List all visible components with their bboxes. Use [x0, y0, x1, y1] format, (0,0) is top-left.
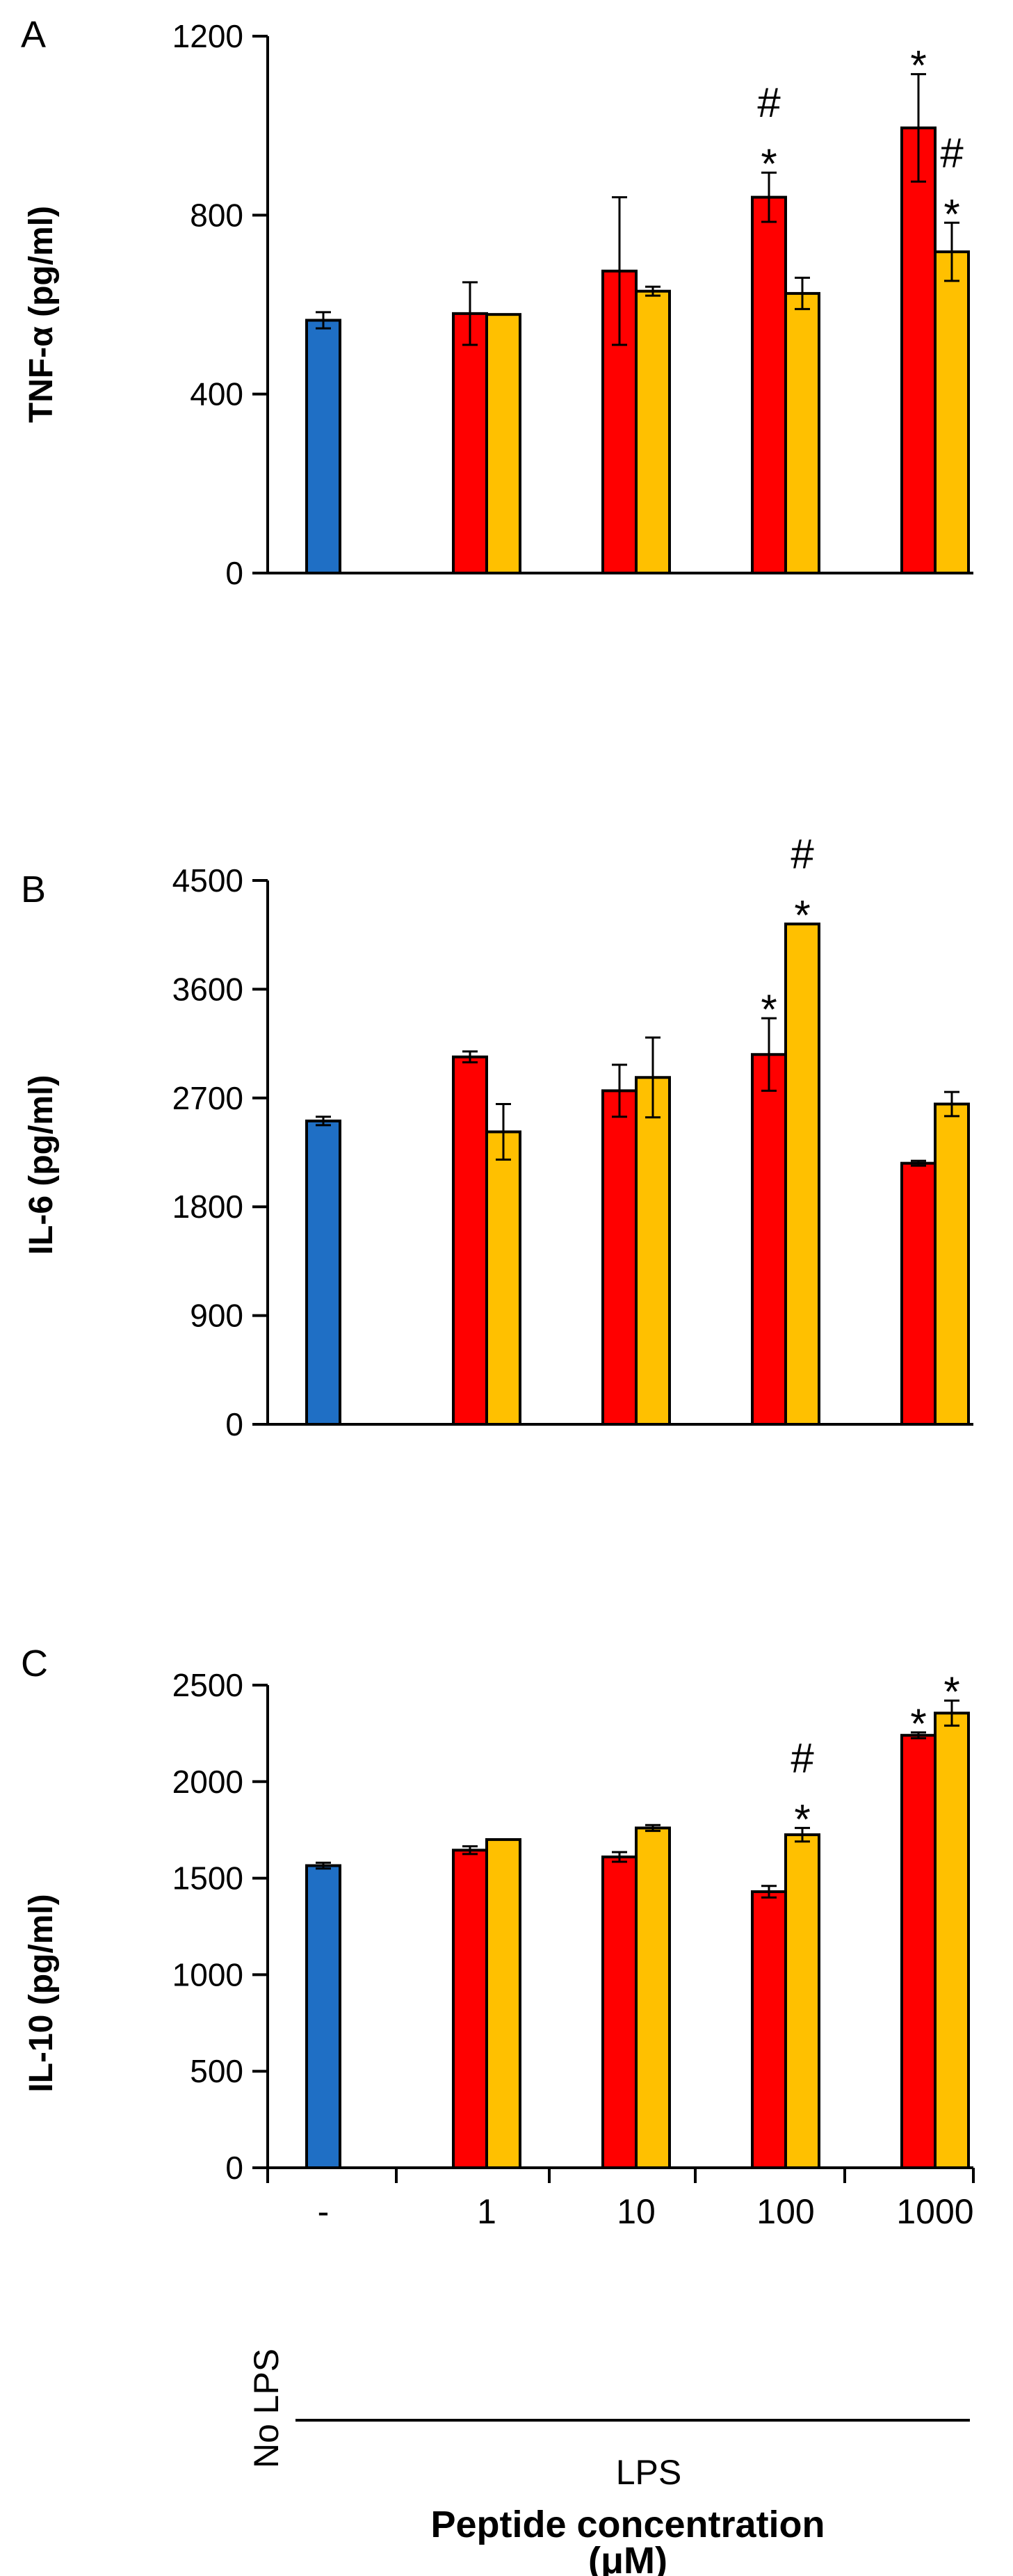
x-tick-label: 100	[756, 2192, 814, 2231]
bar-a-s0--	[305, 319, 341, 574]
y-axis-label-il10: IL-10 (pg/ml)	[23, 1894, 60, 2092]
y-tick-label: 1200	[172, 18, 243, 54]
y-axis-label-tnf: TNF-α (pg/ml)	[23, 206, 60, 423]
bar-a-s2-1000	[934, 250, 970, 574]
bar-b-s1-1000	[900, 1161, 937, 1426]
bar-c-s2-1	[485, 1838, 521, 2170]
significance-star: *	[794, 892, 810, 939]
significance-star: *	[761, 986, 777, 1033]
y-tick-label: 1800	[172, 1189, 243, 1225]
y-tick-label: 2000	[172, 1764, 243, 1800]
panel-b-il6: B IL-6 (pg/ml) 0 900 1800 2700 3600 4500 * # *	[21, 831, 973, 1442]
bar-b-s0--	[305, 1119, 341, 1426]
y-axis-label-il6: IL-6 (pg/ml)	[23, 1075, 60, 1255]
bar-a-s1-100	[751, 195, 787, 575]
bar-c-s2-1000	[934, 1712, 970, 2169]
significance-star: *	[794, 1796, 810, 1842]
bar-c-s1-10	[601, 1855, 638, 2169]
significance-star: *	[943, 191, 959, 237]
bar-b-s2-1000	[934, 1102, 970, 1426]
significance-hash: #	[757, 79, 781, 126]
bar-c-s1-100	[751, 1890, 787, 2169]
y-tick-label: 400	[190, 376, 243, 412]
x-tick-label: 1	[477, 2192, 496, 2231]
x-tick-label: -	[318, 2192, 330, 2231]
panel-label-b: B	[21, 869, 46, 910]
bar-a-s1-1	[452, 312, 488, 574]
y-tick-label: 900	[190, 1298, 243, 1334]
significance-star: *	[910, 42, 926, 89]
significance-hash: #	[791, 1734, 814, 1781]
bar-a-s2-10	[635, 289, 671, 574]
y-tick-label: 1000	[172, 1956, 243, 1993]
y-tick-label: 1500	[172, 1860, 243, 1897]
bar-b-s1-1	[452, 1055, 488, 1426]
significance-hash: #	[940, 129, 964, 176]
y-tick-label: 0	[225, 2150, 243, 2186]
significance-hash: #	[791, 831, 814, 878]
y-tick-label: 2700	[172, 1080, 243, 1116]
panel-a-tnf-alpha: A TNF-α (pg/ml) 0 400 800 1200 # * * # *	[21, 14, 973, 591]
significance-star: *	[943, 1668, 959, 1715]
bar-b-s2-1	[485, 1130, 521, 1426]
no-lps-label: No LPS	[247, 2349, 286, 2468]
bar-c-s2-100	[784, 1833, 820, 2169]
y-tick-label: 800	[190, 197, 243, 233]
panel-label-c: C	[21, 1643, 48, 1684]
y-tick-label: 0	[225, 555, 243, 591]
panel-c-il10: C IL-10 (pg/ml) 0 500 1000 1500 2000 2500 # * * *…	[21, 1643, 975, 2231]
significance-star: *	[910, 1700, 926, 1747]
y-tick-label: 4500	[172, 862, 243, 899]
y-tick-label: 3600	[172, 971, 243, 1007]
bar-b-s2-100	[784, 922, 820, 1426]
lps-label: LPS	[616, 2453, 682, 2492]
y-tick-label: 0	[225, 1406, 243, 1442]
bar-b-s1-10	[601, 1089, 638, 1426]
x-axis-labels: No LPS LPS Peptide concentration (μM)	[247, 2349, 970, 2576]
bar-a-s2-100	[784, 291, 820, 574]
x-axis-title: Peptide concentration	[430, 2504, 825, 2545]
bar-c-s1-1	[452, 1849, 488, 2169]
panel-label-a: A	[21, 14, 46, 56]
bar-c-s1-1000	[900, 1734, 937, 2169]
bar-b-s1-100	[751, 1053, 787, 1426]
bar-b-s2-10	[635, 1076, 671, 1426]
significance-star: *	[761, 140, 777, 187]
bar-c-s2-10	[635, 1826, 671, 2170]
y-tick-label: 500	[190, 2053, 243, 2089]
x-tick-label: 10	[617, 2192, 656, 2231]
bar-c-s0--	[305, 1864, 341, 2169]
bar-a-s1-1000	[900, 126, 937, 574]
y-tick-label: 2500	[172, 1667, 243, 1703]
x-tick-label: 1000	[896, 2192, 973, 2231]
bar-a-s2-1	[485, 313, 521, 574]
x-axis-title-unit: (μM)	[588, 2540, 667, 2576]
